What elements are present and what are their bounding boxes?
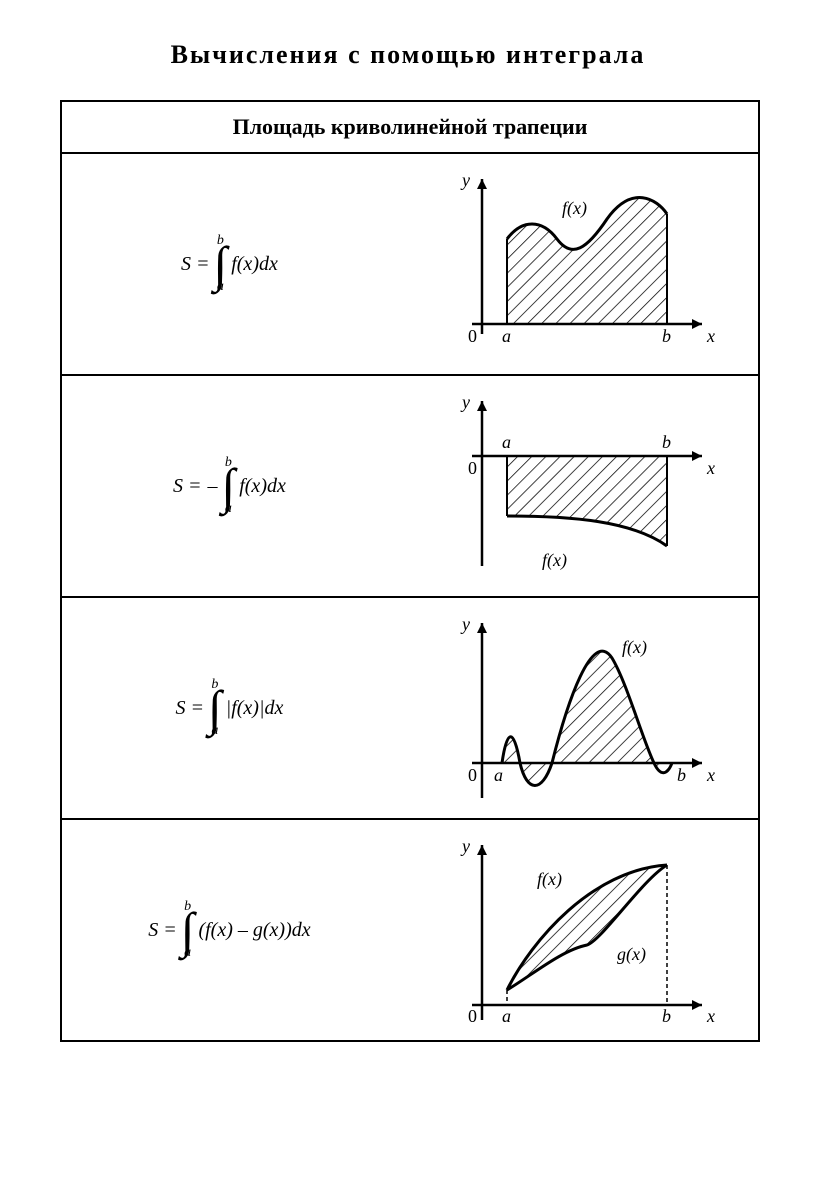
b-label: b <box>662 326 671 346</box>
main-title: Вычисления с помощью интеграла <box>60 40 756 70</box>
integral-symbol: b ∫ a <box>208 678 222 738</box>
y-label: y <box>460 392 470 412</box>
row-2: S = – b ∫ a f(x)dx <box>62 376 758 598</box>
origin-label: 0 <box>468 1006 477 1026</box>
origin-label: 0 <box>468 765 477 785</box>
formula-4: S = b ∫ a (f(x) – g(x))dx <box>62 820 397 1040</box>
y-label: y <box>460 836 470 856</box>
integral-symbol: b ∫ a <box>214 234 228 294</box>
neg-sign: – <box>208 475 218 498</box>
lower-limit: a <box>217 280 224 294</box>
row-1: S = b ∫ a f(x)dx <box>62 154 758 376</box>
a-label: a <box>502 432 511 452</box>
lhs: S = <box>176 697 205 720</box>
y-label: y <box>460 170 470 190</box>
origin-label: 0 <box>468 458 477 478</box>
origin-label: 0 <box>468 326 477 346</box>
x-label: x <box>706 765 715 785</box>
section-header: Площадь криволинейной трапеции <box>62 102 758 154</box>
b-label: b <box>662 1006 671 1026</box>
formula-1: S = b ∫ a f(x)dx <box>62 154 397 374</box>
lhs: S = <box>181 253 210 276</box>
fx-label: f(x) <box>537 869 562 890</box>
integrand: (f(x) – g(x))dx <box>198 919 310 942</box>
page-container: Вычисления с помощью интеграла Площадь к… <box>0 0 816 1082</box>
a-label: a <box>494 765 503 785</box>
a-label: a <box>502 1006 511 1026</box>
lower-limit: a <box>184 946 191 960</box>
y-label: y <box>460 614 470 634</box>
fx-label: f(x) <box>542 550 567 571</box>
integral-symbol: b ∫ a <box>181 900 195 960</box>
fx-label: f(x) <box>622 637 647 658</box>
graph-3: y x 0 a b f(x) <box>397 598 758 818</box>
fx-label: f(x) <box>562 198 587 219</box>
x-label: x <box>706 326 715 346</box>
graph-4: y x 0 a b f(x) g(x) <box>397 820 758 1040</box>
graph-1: y x 0 a b f(x) <box>397 154 758 374</box>
b-label: b <box>662 432 671 452</box>
integral-symbol: b ∫ a <box>222 456 236 516</box>
formula-2: S = – b ∫ a f(x)dx <box>62 376 397 596</box>
integrand: |f(x)|dx <box>226 697 284 720</box>
x-label: x <box>706 458 715 478</box>
a-label: a <box>502 326 511 346</box>
row-4: S = b ∫ a (f(x) – g(x))dx <box>62 820 758 1040</box>
lower-limit: a <box>211 724 218 738</box>
lower-limit: a <box>225 502 232 516</box>
gx-label: g(x) <box>617 944 646 965</box>
lhs: S = <box>173 475 202 498</box>
integrand: f(x)dx <box>231 253 278 276</box>
graph-2: y x 0 a b f(x) <box>397 376 758 596</box>
formulas-table: Площадь криволинейной трапеции S = b ∫ a… <box>60 100 760 1042</box>
lhs: S = <box>148 919 177 942</box>
x-label: x <box>706 1006 715 1026</box>
integrand: f(x)dx <box>239 475 286 498</box>
b-label: b <box>677 765 686 785</box>
formula-3: S = b ∫ a |f(x)|dx <box>62 598 397 818</box>
row-3: S = b ∫ a |f(x)|dx <box>62 598 758 820</box>
